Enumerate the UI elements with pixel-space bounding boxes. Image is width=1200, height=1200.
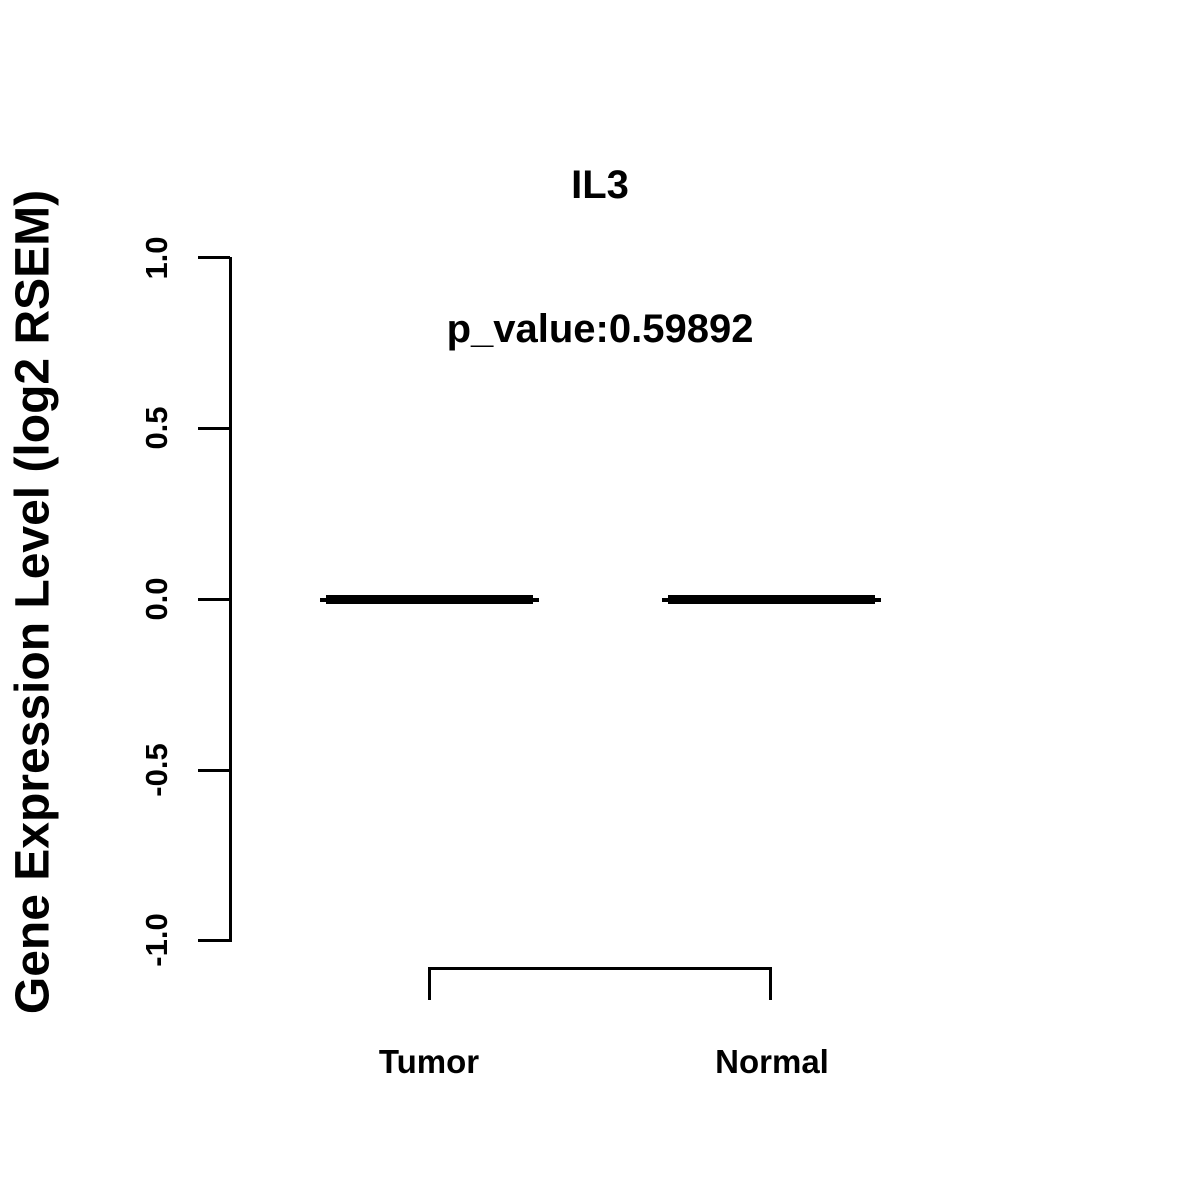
y-axis-tick--1.0 <box>198 939 230 942</box>
chart-title-block: IL3 p_value:0.59892 <box>0 65 1200 401</box>
y-axis-tick-0.0 <box>198 598 230 601</box>
y-axis-tick-0.5 <box>198 427 230 430</box>
y-tick-label-1.0: 1.0 <box>139 236 174 280</box>
y-tick-label--1.0: -1.0 <box>139 913 174 967</box>
chart-title: IL3 <box>571 163 629 207</box>
group-bracket-left-end <box>428 967 431 1000</box>
boxplot-normal-median-line <box>668 595 875 604</box>
boxplot-tumor-median-line <box>326 595 533 604</box>
y-tick-label-0.0: 0.0 <box>139 577 174 621</box>
y-axis-tick-1.0 <box>198 256 230 259</box>
x-label-normal: Normal <box>715 1043 829 1080</box>
y-tick-label-0.5: 0.5 <box>139 406 174 450</box>
y-axis-tick--0.5 <box>198 769 230 772</box>
x-label-tumor: Tumor <box>378 1043 480 1080</box>
group-bracket-right-end <box>769 967 772 1000</box>
y-tick-label--0.5: -0.5 <box>139 743 174 797</box>
group-bracket-horizontal <box>428 967 772 970</box>
chart-subtitle-pvalue: p_value:0.59892 <box>446 307 754 351</box>
y-axis-title: Gene Expression Level (log2 RSEM) <box>6 189 60 1015</box>
y-axis-line <box>229 257 232 942</box>
